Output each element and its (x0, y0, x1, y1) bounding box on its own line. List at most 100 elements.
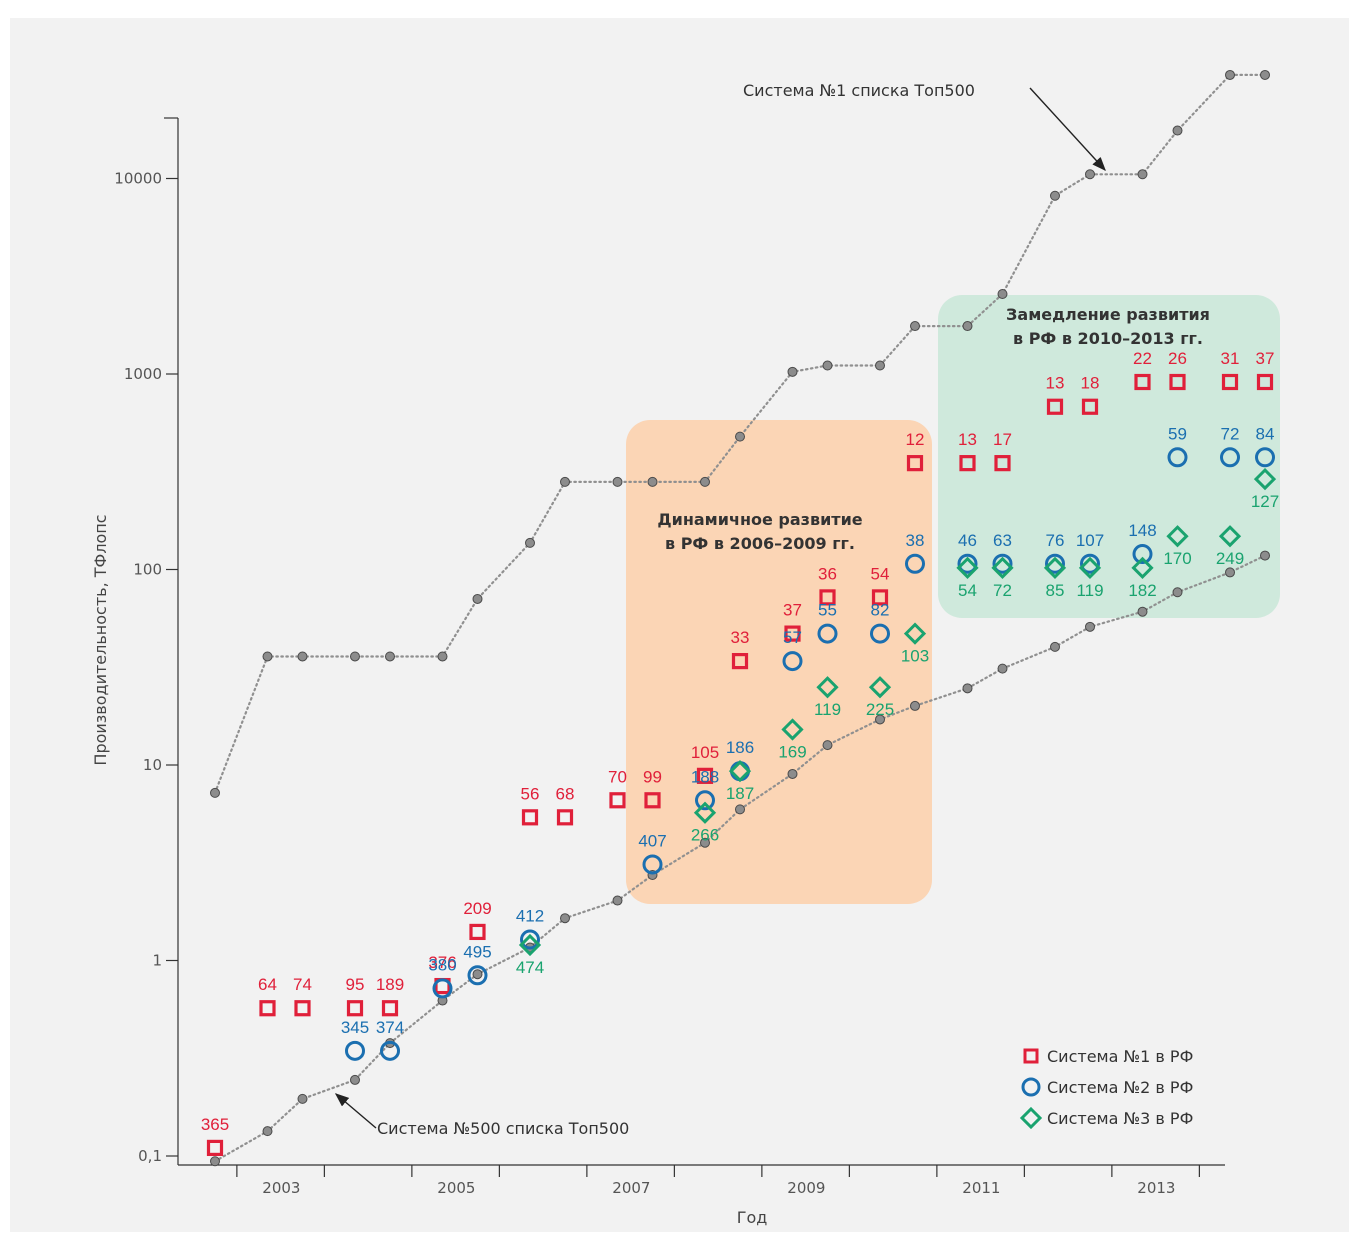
rf-system3-marker (1218, 525, 1242, 548)
rf-system1-rank-label: 376 (428, 953, 456, 972)
highlight-box-title: в РФ в 2010–2013 гг. (1013, 329, 1203, 348)
x-tick-label: 2003 (262, 1179, 300, 1197)
top500-no500-point (997, 663, 1008, 674)
top500-no1-point (735, 431, 745, 442)
rf-system1-marker (259, 1000, 276, 1017)
rf-system3-rank-label: 170 (1163, 549, 1191, 568)
x-tick-label: 2011 (962, 1179, 1000, 1197)
rf-system3-rank-label: 127 (1251, 492, 1279, 511)
rf-system3-rank-label: 169 (778, 742, 806, 761)
rf-system2-rank-label: 407 (638, 831, 666, 850)
rf-system2-rank-label: 186 (726, 738, 754, 757)
top500-no1-point (525, 537, 535, 548)
axes: 0,1 1 10 100 1000 10000 2003 2005 2007 2009 2011 20… (91, 117, 1225, 1227)
top500-no1-point (350, 651, 360, 662)
rf-system1-marker (1256, 373, 1274, 391)
rf-system2-marker (1132, 544, 1153, 565)
top500-no500-point (735, 804, 745, 815)
top500-no1-point (962, 321, 973, 332)
rf-system1-marker (731, 652, 749, 670)
top500-no1-point (472, 593, 483, 604)
rf-system1-marker (1081, 398, 1099, 415)
rf-system2-marker (782, 651, 803, 672)
top500-no1-point (612, 476, 623, 487)
rf-system1-marker (696, 767, 714, 784)
rf-system3-marker (1131, 556, 1154, 579)
rf-system2-rank-label: 84 (1256, 424, 1275, 443)
legend-label: Система №2 в РФ (1047, 1078, 1193, 1097)
rf-system2-marker (1167, 447, 1188, 468)
rf-system2-rank-label: 46 (958, 531, 977, 550)
top500-no1-point (997, 288, 1008, 299)
legend-marker-rf3 (1019, 1106, 1043, 1130)
rf-system2-marker (520, 929, 540, 950)
rf-system1-rank-label: 74 (293, 975, 312, 994)
rf-system1-rank-label: 70 (608, 767, 627, 786)
rf-system3-marker (1166, 525, 1189, 548)
rf-system3-marker (728, 760, 752, 783)
rf-system2-rank-label: 148 (1128, 521, 1156, 540)
rf-system3-marker (1078, 556, 1102, 579)
annotation-arrow-no500 (334, 1093, 377, 1129)
rf-system1-rank-label: 26 (1168, 349, 1187, 368)
legend-label: Система №3 в РФ (1047, 1109, 1193, 1128)
rf-system3-marker (518, 933, 542, 957)
rf-system1-marker (1046, 398, 1064, 415)
top500-no500-point (1085, 621, 1095, 632)
top500-no500-point (262, 1126, 273, 1137)
rf-system2-rank-label: 188 (691, 767, 719, 786)
rf-system2-marker (957, 553, 978, 574)
rf-system1-marker (994, 455, 1011, 472)
annotation-top500-no500: Система №500 списка Топ500 (377, 1119, 629, 1138)
rf-system3-marker (868, 676, 892, 699)
rf-system1-rank-label: 68 (556, 784, 575, 803)
rf-system2-rank-label: 374 (376, 1018, 404, 1037)
top500-no1-point (1225, 69, 1235, 80)
rf-system1-rank-label: 95 (346, 975, 365, 994)
top500-no500-point (1225, 567, 1235, 578)
rf-system1-rank-label: 56 (521, 784, 540, 803)
top500-no1-point (210, 787, 220, 798)
top500-no500-point (210, 1156, 220, 1167)
rf-system3-marker (903, 622, 927, 645)
top500-no1-point (1085, 169, 1095, 180)
rf-system1-marker (206, 1139, 224, 1157)
rf-system3-rank-label: 119 (1076, 581, 1103, 600)
rf-system2-rank-label: 380 (428, 955, 456, 974)
rf-system3-rank-label: 182 (1128, 581, 1156, 600)
rf-system2-marker (1080, 553, 1100, 574)
rf-system2-marker (1220, 447, 1240, 468)
rf-system3-rank-label: 54 (958, 581, 977, 600)
rf-system3-rank-label: 187 (726, 784, 754, 803)
rf-system1-marker (784, 625, 801, 642)
russia-points: 365 64 74 95 189 376 209 56 68 70 99 105 33 37 36 54 12 1… (201, 349, 1279, 1157)
rf-system1-marker (381, 1000, 399, 1017)
rf-system1-marker (1221, 373, 1239, 391)
rf-system1-marker (906, 455, 924, 472)
rf-system1-rank-label: 13 (1046, 374, 1065, 393)
rf-system2-rank-label: 345 (341, 1018, 369, 1037)
rf-system2-marker (870, 623, 890, 644)
highlight-box-title: в РФ в 2006–2009 гг. (665, 534, 855, 553)
y-tick-label: 0,1 (138, 1147, 162, 1165)
rf-system1-rank-label: 105 (691, 743, 719, 762)
rf-system1-marker (1134, 373, 1151, 391)
top500-no1-point (822, 360, 833, 371)
rf-system1-rank-label: 17 (993, 430, 1012, 449)
rf-system2-rank-label: 63 (993, 531, 1012, 550)
rf-system2-marker (817, 623, 838, 644)
rf-system1-rank-label: 18 (1081, 374, 1100, 393)
top500-no1-point (647, 476, 658, 487)
rf-system2-marker (992, 553, 1013, 574)
rf-system3-marker (991, 556, 1014, 579)
rf-system1-rank-label: 13 (958, 430, 977, 449)
rf-system2-marker (432, 978, 453, 999)
rf-system1-marker (346, 1000, 364, 1017)
rf-system3-rank-label: 249 (1216, 549, 1244, 568)
y-tick-label: 10 (143, 756, 162, 774)
top500-no1-point (437, 651, 448, 662)
highlight-box-title: Динамичное развитие (657, 510, 862, 529)
top500-no1-point (1050, 190, 1060, 201)
rf-system2-rank-label: 82 (871, 601, 890, 620)
